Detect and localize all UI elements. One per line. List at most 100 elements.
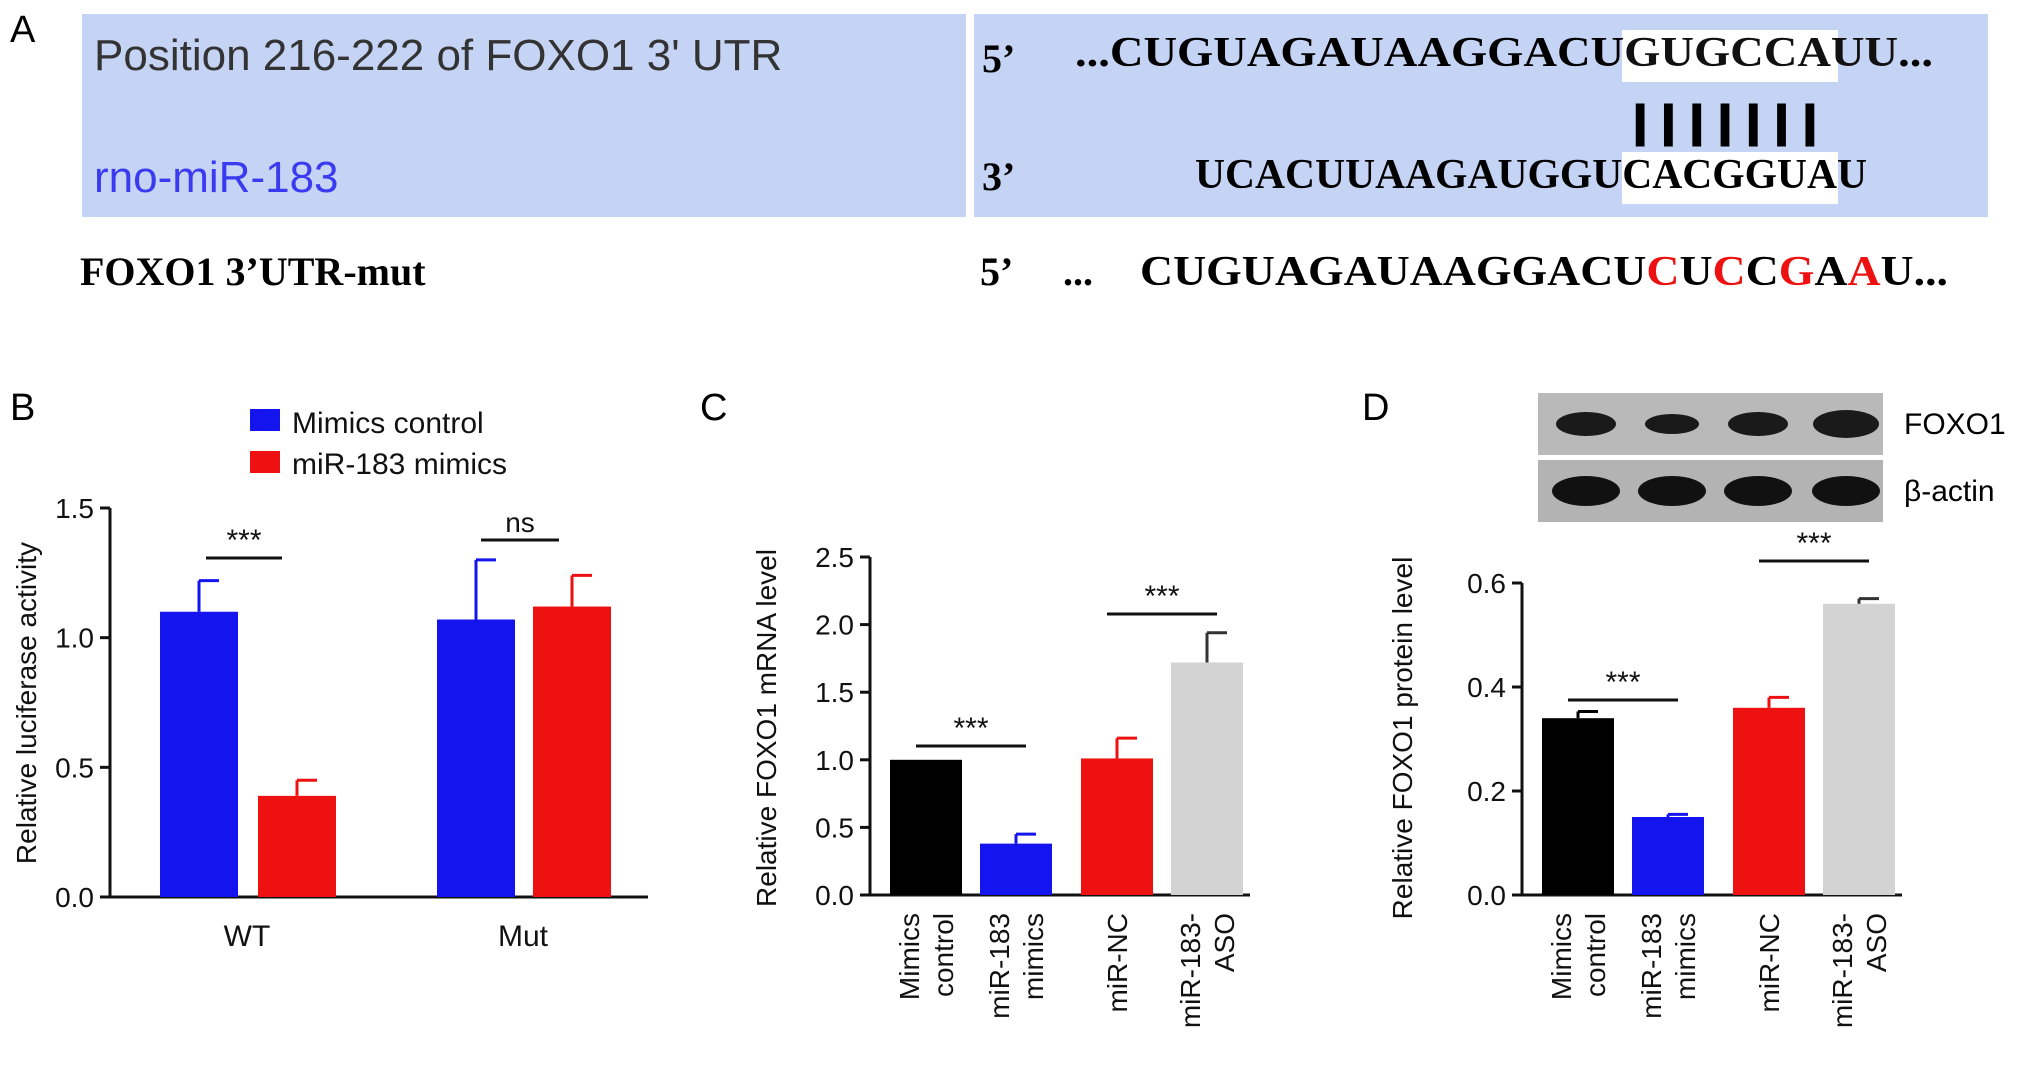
western-blot: FOXO1 β-actin — [1538, 393, 2006, 522]
x-tick-label: mimics — [1018, 913, 1049, 1000]
mir-seq-part-0: UCACUUAAGAUGGU — [1195, 152, 1622, 198]
y-tick-label: 1.0 — [815, 745, 854, 776]
bar — [980, 843, 1052, 895]
mut-seq-part-6: A — [1814, 249, 1848, 295]
y-axis-label: Relative FOXO1 protein level — [1387, 557, 1418, 920]
x-tick-label: ASO — [1861, 913, 1892, 972]
bar — [1632, 817, 1704, 895]
y-tick-label: 0.2 — [1467, 776, 1506, 807]
mut-seq-part-2: U — [1679, 249, 1712, 295]
blot-label-foxo1: FOXO1 — [1904, 408, 2006, 441]
bar — [437, 619, 515, 897]
y-axis-label: Relative luciferase activity — [11, 542, 42, 864]
significance-label: *** — [953, 712, 988, 745]
seed-highlight-mirna — [1622, 152, 1838, 204]
bar — [258, 795, 336, 897]
x-tick-label: miR-NC — [1102, 913, 1133, 1013]
bar — [1171, 662, 1243, 895]
y-tick-label: 0.4 — [1467, 672, 1506, 703]
y-tick-label: 0.5 — [815, 812, 854, 843]
mut-seq-part-5: G — [1779, 249, 1815, 295]
significance-label: ns — [505, 507, 535, 538]
wt-seq-seed: GUGCCAUU — [1624, 30, 1898, 76]
y-tick-label: 1.0 — [55, 623, 94, 654]
x-tick-label: Mimics — [1546, 913, 1577, 1000]
wt-five-prime: 5’ — [982, 36, 1015, 81]
bar — [1542, 718, 1614, 895]
wt-seq-part-3: ... — [1898, 30, 1933, 76]
blot-band-actin — [1638, 476, 1706, 506]
blot-band-actin — [1724, 476, 1792, 506]
y-tick-label: 0.0 — [55, 882, 94, 913]
y-tick-label: 0.0 — [1467, 880, 1506, 911]
chart-mrna: 0.0 0.5 1.0 1.5 2.0 2.5 Relative FOXO1 mRNA le… — [751, 542, 1250, 1028]
significance-label: *** — [226, 524, 261, 557]
x-tick-label: miR-183 — [1636, 913, 1667, 1019]
panel-a: A Position 216-222 of FOXO1 3' UTR rno-m… — [10, 9, 1988, 295]
mutant-label: FOXO1 3’UTR-mut — [80, 249, 426, 294]
legend-label: miR-183 mimics — [292, 448, 507, 481]
mut-seq-part-4: C — [1746, 249, 1779, 295]
significance-label: *** — [1144, 580, 1179, 613]
wt-seq-part-0: ... — [1075, 30, 1110, 76]
x-tick-label: control — [928, 913, 959, 997]
target-site-box-left — [82, 14, 966, 217]
mutant-sequence: CUGUAGAUAAGGACU CUCCGAAU... — [1140, 249, 1948, 295]
bar — [1733, 707, 1805, 895]
x-tick-label: Mut — [498, 920, 549, 953]
seed-highlight-target — [1622, 30, 1838, 82]
x-tick-label: control — [1580, 913, 1611, 997]
legend-swatch — [250, 409, 280, 431]
y-tick-label: 2.5 — [815, 542, 854, 573]
bar — [1081, 758, 1153, 895]
bar — [1823, 603, 1895, 895]
x-tick-label: mimics — [1670, 913, 1701, 1000]
panel-letter-c: C — [700, 387, 727, 429]
mut-five-prime: 5’ — [980, 249, 1013, 294]
blot-bands — [1552, 410, 1880, 506]
panel-d: D FOXO1 β-actin 0.0 0.2 0.4 0.6 Relative FOX… — [1362, 387, 2006, 1028]
base-pairing-lines: ||||||| — [1626, 95, 1824, 147]
chart-protein: 0.0 0.2 0.4 0.6 Relative FOXO1 protein level… — [1387, 527, 1902, 1028]
bar — [533, 606, 611, 897]
legend-swatch — [250, 451, 280, 473]
blot-band-foxo1 — [1645, 414, 1699, 434]
mut-seq-part-7: A — [1847, 249, 1881, 295]
blot-band-foxo1 — [1728, 412, 1788, 436]
x-tick-label: miR-183- — [1827, 913, 1858, 1028]
y-tick-label: 0.5 — [55, 752, 94, 783]
blot-band-actin — [1552, 476, 1620, 506]
mut-seq-part-3: C — [1713, 249, 1746, 295]
y-tick-label: 1.5 — [815, 677, 854, 708]
blot-band-foxo1 — [1813, 410, 1879, 438]
legend-label: Mimics control — [292, 407, 484, 440]
panel-letter-d: D — [1362, 387, 1389, 429]
wt-sequence: ...CUGUAGAUAAGGACU GUGCCAUU... — [1075, 30, 1933, 76]
mut-seq-part-8: U... — [1881, 249, 1948, 295]
mir-three-prime: 3’ — [982, 154, 1015, 199]
y-axis-label: Relative FOXO1 mRNA level — [751, 549, 782, 907]
panel-c: C 0.0 0.5 1.0 1.5 2.0 2.5 Relative FOXO1 mRNA … — [700, 387, 1250, 1028]
y-tick-label: 2.0 — [815, 610, 854, 641]
blot-label-actin: β-actin — [1904, 475, 1995, 508]
x-tick-label: miR-NC — [1754, 913, 1785, 1013]
blot-band-actin — [1812, 476, 1880, 506]
mir-seq-seed: CACGGUAU — [1622, 152, 1867, 198]
chart-luciferase: 0.0 0.5 1.0 1.5 Relative luciferase activity… — [11, 407, 648, 953]
y-tick-label: 1.5 — [55, 493, 94, 524]
y-tick-label: 0.0 — [815, 880, 854, 911]
panel-letter-b: B — [10, 387, 35, 429]
blot-band-foxo1 — [1556, 412, 1616, 436]
mut-leading-dots: ... — [1063, 249, 1093, 294]
x-tick-label: miR-183 — [984, 913, 1015, 1019]
position-label: Position 216-222 of FOXO1 3' UTR — [94, 31, 782, 80]
x-tick-label: miR-183- — [1175, 913, 1206, 1028]
x-tick-label: ASO — [1209, 913, 1240, 972]
mirna-label: rno-miR-183 — [94, 153, 339, 202]
bar — [890, 759, 962, 895]
x-tick-label: WT — [224, 920, 271, 953]
significance-label: *** — [1605, 666, 1640, 699]
mut-seq-part-1: C — [1646, 249, 1679, 295]
mut-seq-part-0: CUGUAGAUAAGGACU — [1140, 249, 1646, 295]
